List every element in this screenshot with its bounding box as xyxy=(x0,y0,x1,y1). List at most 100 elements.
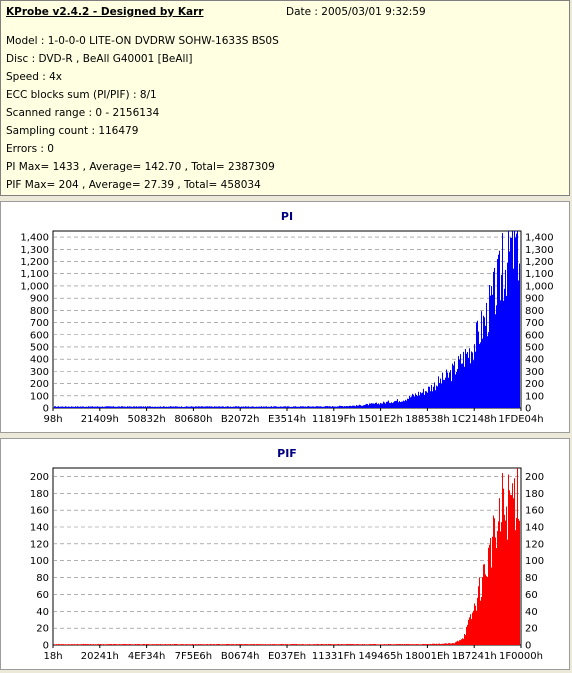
pi-bar xyxy=(258,406,259,408)
pif-bar xyxy=(163,644,164,645)
pi-bar xyxy=(389,402,390,408)
info-pi-stats: PI Max= 1433 , Average= 142.70 , Total= … xyxy=(6,161,275,173)
pi-bar xyxy=(365,404,366,408)
pi-bar xyxy=(130,406,131,408)
pi-bar xyxy=(426,391,427,408)
pi-bar xyxy=(229,406,230,408)
pif-bar xyxy=(311,644,312,645)
pi-bar xyxy=(245,406,246,408)
pif-bar xyxy=(248,644,249,645)
scan-date: Date : 2005/03/01 9:32:59 xyxy=(286,6,426,18)
pi-bar xyxy=(121,406,122,408)
pif-bar xyxy=(408,644,409,645)
pi-bar xyxy=(349,405,350,408)
pi-bar xyxy=(515,237,516,408)
pi-y-tick-left: 800 xyxy=(30,306,49,317)
pi-bar xyxy=(401,401,402,408)
pif-bar xyxy=(308,644,309,645)
pi-bar xyxy=(376,402,377,408)
pi-bar xyxy=(414,396,415,408)
pi-bar xyxy=(201,406,202,408)
pi-y-tick-left: 400 xyxy=(30,355,49,366)
pi-bar xyxy=(90,406,91,408)
pi-bar xyxy=(100,406,101,408)
pi-bar xyxy=(301,406,302,408)
pi-bar xyxy=(128,406,129,408)
pi-y-tick-left: 1,300 xyxy=(20,245,49,256)
pif-bar xyxy=(489,544,490,645)
pif-bar xyxy=(341,644,342,645)
pif-bar xyxy=(332,644,333,645)
pi-bar xyxy=(81,406,82,408)
pi-bar xyxy=(346,406,347,408)
pif-bar xyxy=(78,644,79,645)
pif-bar xyxy=(115,644,116,645)
pi-bar xyxy=(382,403,383,408)
pi-bar xyxy=(498,254,499,408)
pi-y-tick-right: 200 xyxy=(525,379,544,390)
pif-bar xyxy=(405,644,406,645)
pif-bar xyxy=(497,531,498,645)
pi-bar xyxy=(138,406,139,408)
pi-bar xyxy=(308,406,309,408)
pi-bar xyxy=(435,390,436,408)
pi-bar xyxy=(109,406,110,408)
pi-bar xyxy=(211,406,212,408)
pif-chart: PIF 0 0 20 20 40 40 60 60 80 80 100 100 120 120 140 140 1… xyxy=(30,447,544,662)
pi-bar xyxy=(113,406,114,408)
pif-bar xyxy=(107,644,108,645)
pif-y-tick-right: 200 xyxy=(525,472,544,483)
pi-bar xyxy=(218,406,219,408)
pif-bar xyxy=(200,644,201,645)
pif-bar xyxy=(224,644,225,645)
pif-bar xyxy=(394,644,395,645)
pi-bar xyxy=(55,406,56,408)
pi-bar xyxy=(66,406,67,408)
pi-bar xyxy=(459,359,460,408)
pi-bar xyxy=(330,406,331,408)
pif-bar xyxy=(380,644,381,645)
pi-bar xyxy=(406,400,407,408)
pi-bar xyxy=(241,406,242,408)
pif-bar xyxy=(241,643,242,645)
pi-bar xyxy=(202,406,203,408)
pi-bar xyxy=(217,406,218,408)
pif-bar xyxy=(461,639,462,645)
pi-bar xyxy=(151,406,152,408)
pif-bar xyxy=(157,644,158,645)
pi-bar xyxy=(79,406,80,408)
pif-bar xyxy=(171,644,172,645)
pif-bar xyxy=(203,644,204,645)
pif-bar xyxy=(509,490,510,645)
pif-bar xyxy=(398,644,399,645)
pi-bar xyxy=(496,305,497,408)
pif-bar xyxy=(93,644,94,645)
pi-bar xyxy=(207,406,208,408)
pi-bar xyxy=(460,354,461,408)
pi-bar xyxy=(361,405,362,408)
pi-bar xyxy=(318,406,319,408)
pi-bar xyxy=(364,405,365,408)
pif-bar xyxy=(381,644,382,645)
pi-bar xyxy=(451,381,452,408)
pi-bar xyxy=(335,406,336,408)
pif-bar xyxy=(131,644,132,645)
pif-bar xyxy=(81,644,82,645)
pi-bar xyxy=(232,406,233,408)
pi-bar xyxy=(132,406,133,408)
pi-bar xyxy=(331,406,332,408)
pif-bar xyxy=(72,644,73,645)
pif-bar xyxy=(118,644,119,645)
pi-bar xyxy=(402,401,403,408)
pi-y-tick-left: 600 xyxy=(30,330,49,341)
pi-bar xyxy=(226,406,227,408)
pi-bar xyxy=(175,406,176,408)
pif-bar xyxy=(149,644,150,645)
pif-bar xyxy=(223,644,224,645)
pi-bar xyxy=(271,406,272,408)
pif-bar xyxy=(124,643,125,645)
pif-bar xyxy=(70,644,71,645)
pif-bar xyxy=(262,644,263,645)
pif-bar xyxy=(361,644,362,645)
pif-bar xyxy=(467,624,468,645)
